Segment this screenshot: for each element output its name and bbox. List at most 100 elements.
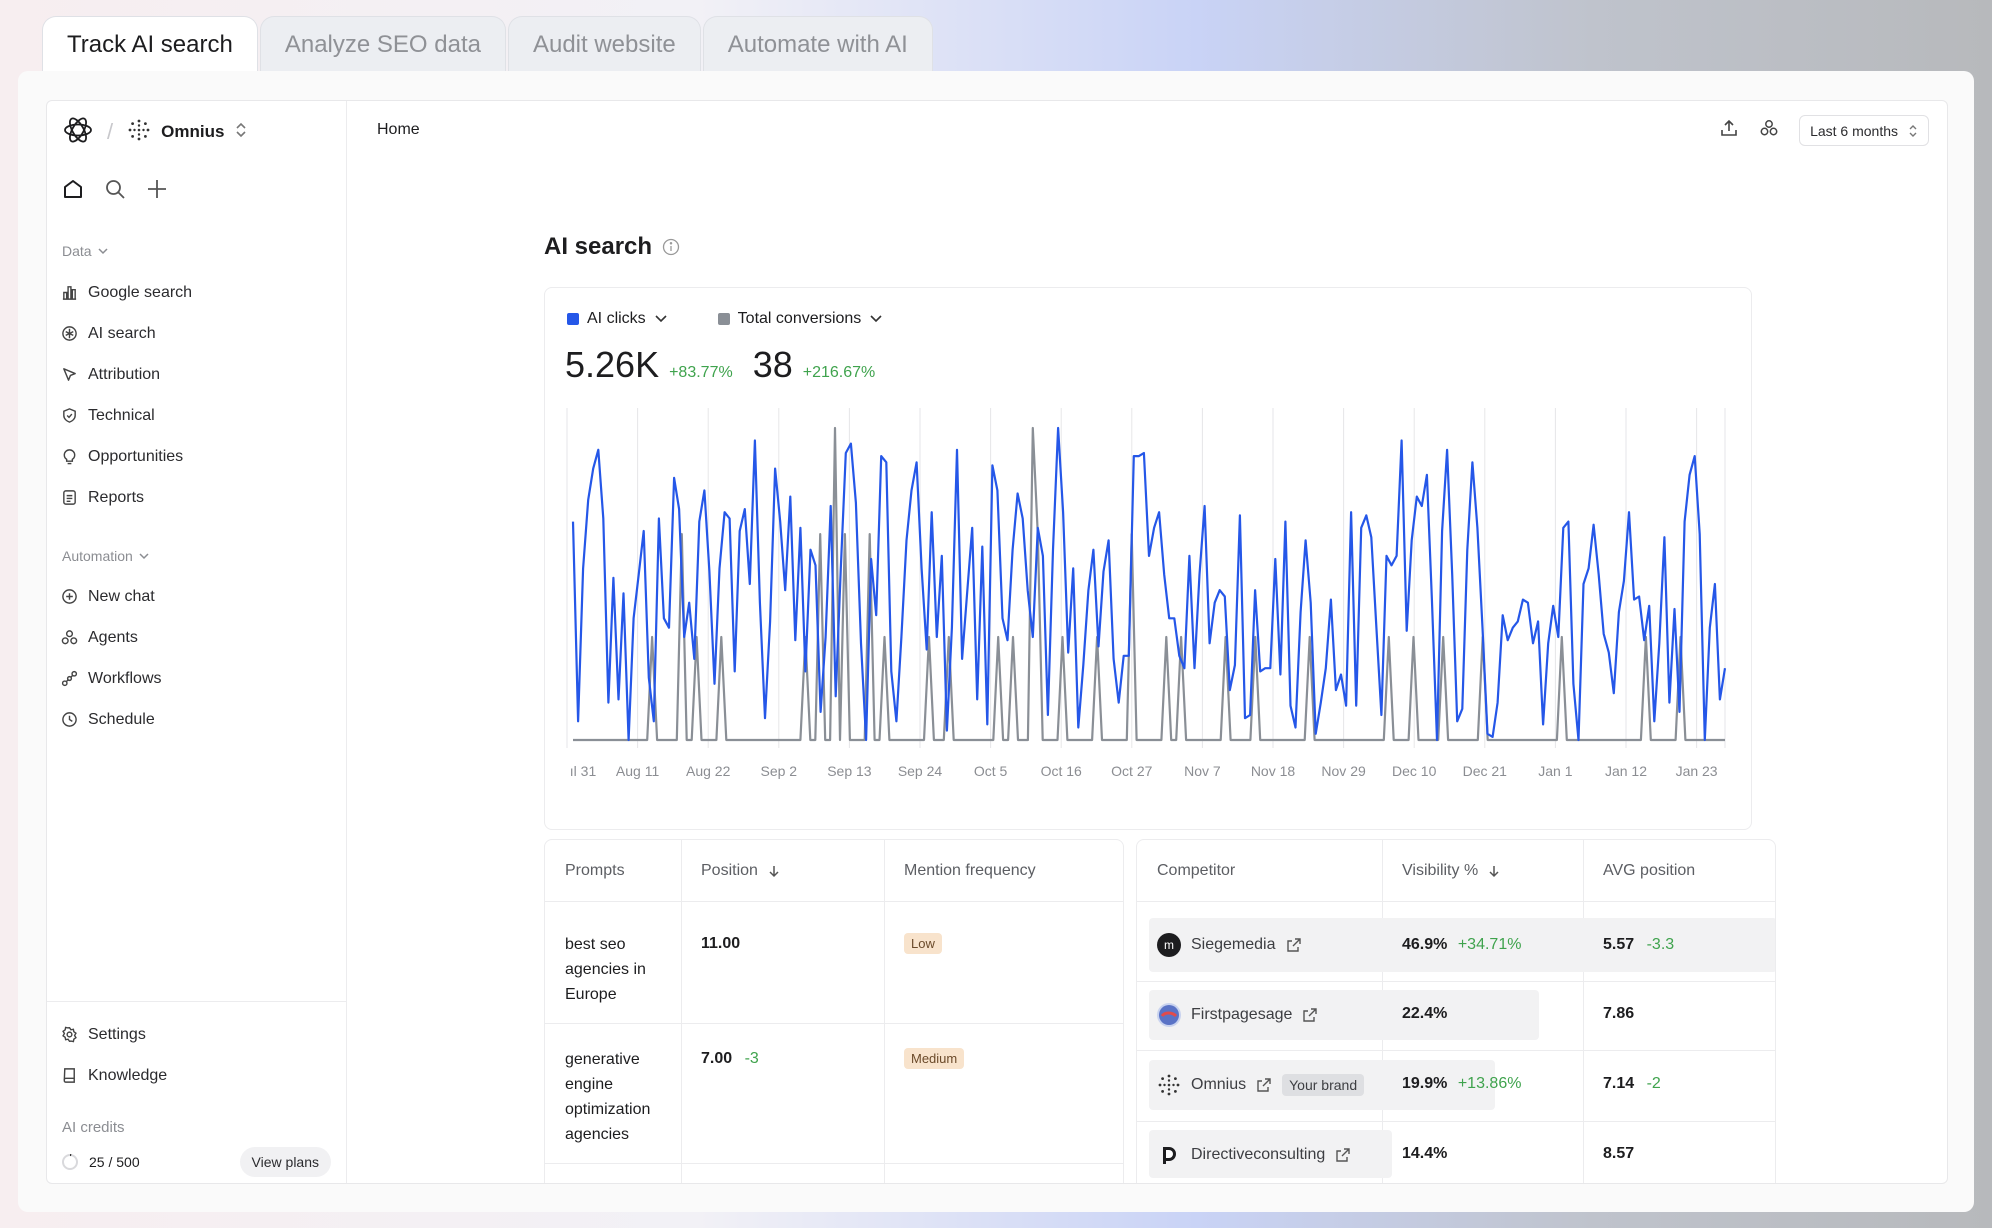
section-data-text: Data (62, 243, 92, 259)
directiveconsulting-logo-icon (1163, 1147, 1176, 1164)
x-tick-label: Aug 11 (616, 763, 660, 779)
legend-swatch (717, 313, 730, 325)
chevron-updown-icon (1909, 124, 1917, 137)
shield-check-icon (63, 408, 76, 423)
sidebar-item-knowledge[interactable]: Knowledge (61, 1055, 331, 1096)
date-range-select[interactable]: Last 6 months (1799, 115, 1929, 146)
view-plans-button[interactable]: View plans (239, 1147, 331, 1177)
divider (545, 1163, 1123, 1164)
breadcrumb-home[interactable]: Home (377, 121, 420, 138)
sidebar-item-label: Settings (88, 1025, 146, 1043)
info-icon[interactable] (662, 238, 680, 256)
conversions-total: 38 (752, 344, 793, 385)
header-actions: Last 6 months (1719, 115, 1929, 146)
sidebar-item-google-search[interactable]: Google search (61, 272, 331, 313)
sidebar-item-reports[interactable]: Reports (61, 477, 331, 518)
app-window: / Omnius (46, 100, 1948, 1184)
series-ai-clicks-line[interactable] (571, 426, 1727, 742)
x-tick-label: Sep 13 (827, 763, 872, 779)
sidebar-item-agents[interactable]: Agents (61, 617, 331, 658)
sidebar-item-attribution[interactable]: Attribution (61, 354, 331, 395)
ai-search-chart-card: AI clicks Total conversions 5.26K +83.77… (544, 287, 1752, 830)
external-link-icon[interactable] (1286, 937, 1302, 953)
workspace-logo-icon (127, 118, 151, 147)
position-delta: -3 (744, 1050, 759, 1067)
col-avg-position[interactable]: AVG position (1603, 840, 1695, 902)
competitor-cell: Directiveconsulting (1157, 1143, 1351, 1167)
visibility-delta: +13.86% (1457, 1075, 1522, 1092)
chart-metrics: 5.26K +83.77% 38 +216.67% (565, 344, 885, 386)
divider (1583, 840, 1584, 1183)
nav-data: Google search AI search Attribution Tech… (61, 272, 331, 518)
x-tick-label: Jan 12 (1605, 763, 1647, 779)
competitor-name: Siegemedia (1191, 936, 1276, 953)
external-link-icon[interactable] (1335, 1147, 1351, 1163)
ai-credits-label: AI credits (62, 1119, 125, 1136)
series-total-conversions-line[interactable] (573, 426, 1725, 742)
line-chart[interactable]: ıl 31 Aug 11 Aug 22 Sep 2 Sep 13 Sep 24 Oct 5 O… (545, 398, 1751, 818)
workspace-switcher[interactable]: / Omnius (63, 115, 248, 149)
col-label: Prompts (565, 862, 625, 879)
x-tick-label: ıl 31 (570, 763, 597, 779)
position-value: 7.00 -3 (701, 1050, 759, 1068)
prompt-text: best seo agencies in Europe (565, 932, 646, 1007)
visibility-bar (1149, 990, 1539, 1040)
sidebar-item-workflows[interactable]: Workflows (61, 658, 331, 699)
col-competitor[interactable]: Competitor (1157, 840, 1235, 902)
product-tabs: Track AI search Analyze SEO data Audit w… (42, 16, 933, 72)
legend-swatch (567, 313, 579, 325)
ai-search-icon (62, 326, 77, 341)
sidebar-item-settings[interactable]: Settings (61, 1014, 331, 1055)
siegemedia-logo-icon: m (1157, 933, 1181, 957)
chart-legend: AI clicks Total conversions (567, 310, 883, 328)
sidebar-item-label: New chat (88, 587, 155, 605)
section-automation-label[interactable]: Automation (62, 548, 149, 564)
page-title-text: AI search (544, 233, 653, 260)
prompt-line: Europe (565, 986, 617, 1003)
share-icon[interactable] (1719, 118, 1739, 143)
col-label: Mention frequency (904, 862, 1036, 879)
tab-track-ai-search[interactable]: Track AI search (42, 16, 258, 72)
x-tick-label: Dec 10 (1392, 763, 1437, 779)
sidebar-item-schedule[interactable]: Schedule (61, 699, 331, 740)
agents-icon[interactable] (1759, 118, 1779, 143)
col-position[interactable]: Position (701, 840, 780, 902)
chevron-down-icon (870, 315, 882, 323)
col-prompts[interactable]: Prompts (565, 840, 625, 902)
home-icon[interactable] (61, 177, 85, 201)
plus-icon[interactable] (145, 177, 169, 201)
x-tick-label: Dec 21 (1463, 763, 1508, 779)
ai-credits-row: 25 / 500 View plans (61, 1147, 331, 1177)
sidebar: / Omnius (47, 101, 347, 1183)
x-tick-label: Nov 7 (1184, 763, 1221, 779)
sidebar-item-ai-search[interactable]: AI search (61, 313, 331, 354)
competitor-name: Firstpagesage (1191, 1006, 1293, 1023)
legend-ai-clicks[interactable]: AI clicks (567, 310, 668, 328)
your-brand-badge: Your brand (1282, 1074, 1365, 1096)
col-mention-frequency[interactable]: Mention frequency (904, 840, 1036, 902)
external-link-icon[interactable] (1302, 1007, 1318, 1023)
sidebar-item-opportunities[interactable]: Opportunities (61, 436, 331, 477)
search-icon[interactable] (103, 177, 127, 201)
arrow-down-icon (769, 866, 779, 878)
sidebar-divider (47, 1001, 347, 1002)
legend-total-conversions[interactable]: Total conversions (717, 310, 884, 328)
tab-audit-website[interactable]: Audit website (507, 16, 701, 72)
sidebar-item-label: Reports (88, 488, 145, 506)
divider (545, 1023, 1123, 1024)
sidebar-item-technical[interactable]: Technical (61, 395, 331, 436)
tab-analyze-seo-data[interactable]: Analyze SEO data (259, 16, 506, 72)
x-tick-label: Oct 16 (1041, 763, 1082, 779)
frequency-cell: Low (904, 933, 942, 954)
prompt-text: generative engine optimization agencies (565, 1047, 650, 1147)
sidebar-item-new-chat[interactable]: New chat (61, 576, 331, 617)
tab-automate-with-ai[interactable]: Automate with AI (702, 16, 933, 72)
ai-credits-value: 25 / 500 (89, 1154, 140, 1170)
visibility-bar (1149, 1130, 1392, 1178)
x-tick-label: Jan 1 (1538, 763, 1572, 779)
page-title: AI search (544, 233, 680, 261)
external-link-icon[interactable] (1256, 1077, 1272, 1093)
col-label: Position (701, 862, 758, 879)
section-data-label[interactable]: Data (62, 243, 108, 259)
col-visibility[interactable]: Visibility % (1402, 840, 1500, 902)
